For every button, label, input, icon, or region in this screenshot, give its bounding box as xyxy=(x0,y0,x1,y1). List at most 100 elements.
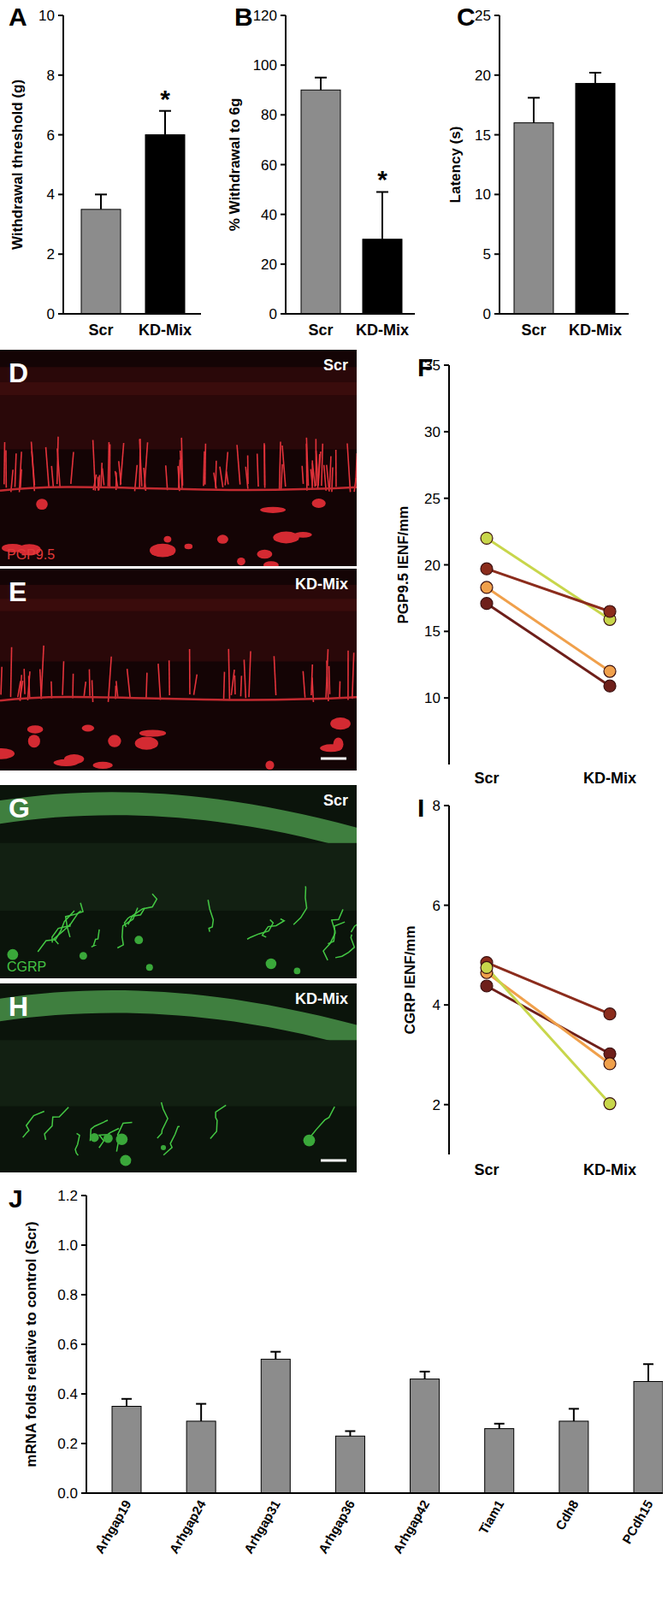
fiber xyxy=(53,910,81,945)
epidermis xyxy=(0,366,357,450)
nerve-bundle xyxy=(256,549,272,559)
nerve-bundle xyxy=(92,762,113,769)
point xyxy=(603,1058,616,1070)
tissue xyxy=(0,349,357,567)
fiber xyxy=(338,681,341,699)
x-axis xyxy=(63,313,201,315)
fiber xyxy=(19,680,23,701)
y-tick xyxy=(81,1343,87,1346)
error-cap xyxy=(270,1351,281,1354)
error-bar xyxy=(314,77,327,91)
micrograph: EKD-Mix xyxy=(0,568,357,771)
y-tick-label: 100 xyxy=(253,57,278,74)
y-axis-label: PGP9.5 IENF/mm xyxy=(395,506,412,625)
fiber xyxy=(168,660,171,696)
point xyxy=(480,562,493,575)
error-bar xyxy=(159,111,172,136)
nerve-bundle xyxy=(236,557,246,566)
nerve-bundle xyxy=(53,759,79,767)
y-tick xyxy=(494,14,500,17)
error-stem xyxy=(594,72,597,84)
fiber xyxy=(279,441,281,491)
fiber xyxy=(102,467,105,485)
plot-area xyxy=(514,72,615,314)
error-stem xyxy=(381,191,384,239)
y-tick xyxy=(443,364,450,367)
y-tick xyxy=(494,193,500,196)
y-tick xyxy=(443,564,450,567)
nerve-bundle xyxy=(107,734,121,748)
fiber xyxy=(83,681,86,697)
fiber xyxy=(347,650,349,701)
fiber xyxy=(203,451,205,487)
chart-F: F101520253035PGP9.5 IENF/mmScrKD-Mix xyxy=(395,353,637,787)
epidermis xyxy=(0,843,357,911)
nerve-bundle xyxy=(134,935,143,945)
x-tick-label: Tiam1 xyxy=(475,1497,507,1537)
point xyxy=(603,1098,616,1111)
fiber xyxy=(327,909,343,944)
error-stem xyxy=(125,1399,128,1407)
x-tick-label: Scr xyxy=(307,321,333,339)
y-tick xyxy=(81,1442,87,1445)
fiber xyxy=(228,649,230,700)
tissue xyxy=(0,568,357,771)
nerve-bundle xyxy=(135,737,159,751)
nerve-bundle xyxy=(312,498,326,509)
fiber xyxy=(262,919,285,938)
fiber xyxy=(247,920,273,940)
micrograph-content xyxy=(0,983,357,1173)
fiber xyxy=(324,465,326,491)
y-tick xyxy=(494,74,500,77)
y-tick xyxy=(443,804,450,807)
fiber xyxy=(138,438,141,489)
error-cap xyxy=(527,96,540,99)
y-tick xyxy=(81,1294,87,1296)
stratum-corneum xyxy=(0,990,357,1048)
significance-mark: * xyxy=(159,84,171,113)
fiber xyxy=(247,455,249,485)
fiber xyxy=(99,1128,119,1148)
plexus xyxy=(0,697,357,701)
y-tick-label: 8 xyxy=(432,798,441,815)
y-tick xyxy=(494,313,500,315)
nerve-bundle xyxy=(303,1135,316,1147)
stain-label: PGP9.5 xyxy=(6,547,55,562)
error-bar xyxy=(643,1364,654,1382)
nerve-bundle xyxy=(82,725,95,733)
condition-label: KD-Mix xyxy=(295,575,349,593)
condition-label: KD-Mix xyxy=(295,990,349,1008)
y-tick xyxy=(58,253,64,255)
fiber xyxy=(3,442,6,485)
fiber xyxy=(44,1107,69,1141)
fiber xyxy=(115,471,119,488)
y-tick xyxy=(58,74,64,77)
y-tick-label: 20 xyxy=(260,256,278,273)
y-tick-label: 4 xyxy=(432,997,441,1014)
x-tick-label: KD-Mix xyxy=(583,1161,637,1179)
fiber xyxy=(329,456,332,490)
fiber xyxy=(75,1133,80,1156)
y-axis xyxy=(448,805,450,1155)
micrograph: HKD-Mix xyxy=(0,983,357,1173)
point xyxy=(603,679,616,692)
error-stem xyxy=(200,1404,202,1422)
error-bar xyxy=(94,194,107,209)
epidermis xyxy=(0,1040,357,1106)
fiber xyxy=(10,647,12,698)
y-tick xyxy=(443,1104,450,1106)
y-tick-label: 0.2 xyxy=(57,1436,78,1453)
y-tick-label: 0.6 xyxy=(57,1336,78,1354)
bar xyxy=(112,1406,142,1495)
error-bar xyxy=(494,1424,505,1430)
fiber xyxy=(163,1126,180,1156)
fiber xyxy=(317,451,320,489)
point xyxy=(480,980,493,993)
y-tick xyxy=(443,497,450,500)
y-axis-label: Withdrawal threshold (g) xyxy=(9,79,26,250)
y-tick-label: 10 xyxy=(424,690,441,707)
y-tick xyxy=(280,113,286,116)
bar xyxy=(514,123,554,314)
x-tick-label: Arhgap19 xyxy=(91,1497,134,1556)
fiber xyxy=(107,442,109,487)
